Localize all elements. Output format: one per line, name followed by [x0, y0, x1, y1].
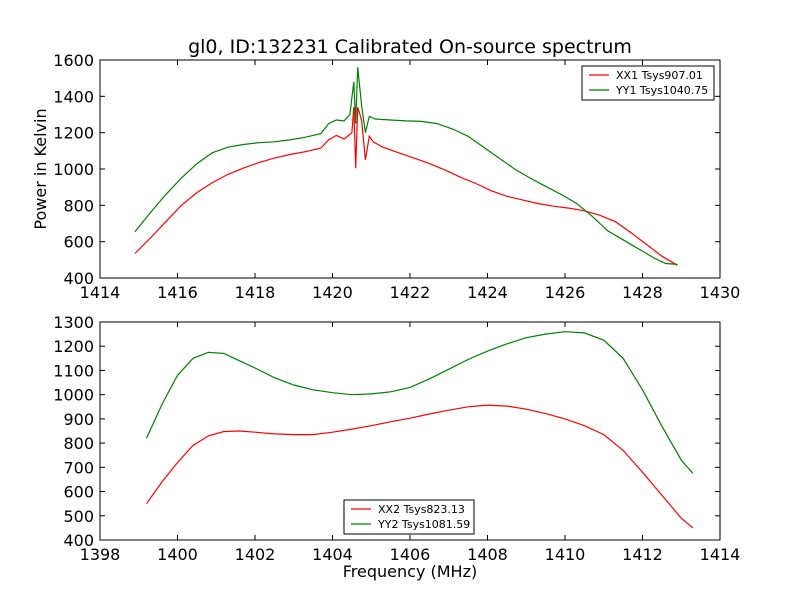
top-legend-label-2: YY1 Tsys1040.75 — [615, 84, 708, 97]
top-legend — [581, 65, 715, 101]
bottom-y-tick-label: 400 — [63, 531, 94, 550]
top-x-tick-label: 1416 — [157, 283, 198, 302]
top-y-tick-label: 1000 — [53, 160, 94, 179]
bottom-series-line-2 — [145, 331, 694, 474]
top-y-tick-label: 400 — [63, 269, 94, 288]
top-series-line-2 — [134, 67, 678, 265]
bottom-x-tick-label: 1398 — [80, 545, 121, 564]
top-x-tick-label: 1424 — [467, 283, 508, 302]
bottom-y-tick-label: 1100 — [53, 361, 94, 380]
top-y-tick-label: 800 — [63, 196, 94, 215]
top-x-tick-label: 1422 — [390, 283, 431, 302]
bottom-legend-label-2: YY2 Tsys1081.59 — [377, 518, 470, 531]
bottom-y-tick-label: 500 — [63, 507, 94, 526]
top-x-tick-label: 1418 — [235, 283, 276, 302]
top-y-tick-label: 1200 — [53, 124, 94, 143]
top-x-tick-label: 1414 — [80, 283, 121, 302]
bottom-y-tick-label: 600 — [63, 483, 94, 502]
top-plot-y-axis-label: Power in Kelvin — [31, 108, 50, 229]
bottom-x-tick-label: 1408 — [467, 545, 508, 564]
bottom-y-tick-label: 1000 — [53, 386, 94, 405]
top-x-tick-label: 1430 — [700, 283, 741, 302]
top-series-line-1 — [134, 107, 678, 266]
bottom-x-tick-label: 1404 — [312, 545, 353, 564]
top-x-tick-label: 1426 — [545, 283, 586, 302]
bottom-y-tick-label: 900 — [63, 410, 94, 429]
bottom-y-tick-label: 1200 — [53, 337, 94, 356]
bottom-x-tick-label: 1402 — [235, 545, 276, 564]
top-y-tick-label: 600 — [63, 233, 94, 252]
bottom-legend — [343, 499, 475, 535]
top-x-tick-label: 1428 — [622, 283, 663, 302]
bottom-y-tick-label: 700 — [63, 458, 94, 477]
bottom-plot-x-axis-label: Frequency (MHz) — [343, 562, 477, 581]
bottom-x-tick-label: 1410 — [545, 545, 586, 564]
bottom-y-tick-label: 800 — [63, 434, 94, 453]
top-y-tick-label: 1400 — [53, 87, 94, 106]
bottom-x-tick-label: 1406 — [390, 545, 431, 564]
top-plot: 1414 1416 1418 1420 1422 1424 1426 1428 1430 400 6… — [53, 51, 740, 302]
top-legend-label-1: XX1 Tsys907.01 — [616, 69, 703, 82]
bottom-series-line-1 — [146, 404, 694, 529]
top-x-tick-label: 1420 — [312, 283, 353, 302]
bottom-x-tick-label: 1412 — [622, 545, 663, 564]
bottom-y-tick-label: 1300 — [53, 313, 94, 332]
top-plot-title: gl0, ID:132231 Calibrated On-source spec… — [188, 36, 632, 58]
top-y-tick-label: 1600 — [53, 51, 94, 70]
bottom-plot: 1398 1400 1402 1404 1406 1408 1410 1412 1414 400 5… — [53, 313, 740, 564]
bottom-legend-label-1: XX2 Tsys823.13 — [378, 503, 465, 516]
bottom-x-tick-label: 1400 — [157, 545, 198, 564]
bottom-x-tick-label: 1414 — [700, 545, 741, 564]
